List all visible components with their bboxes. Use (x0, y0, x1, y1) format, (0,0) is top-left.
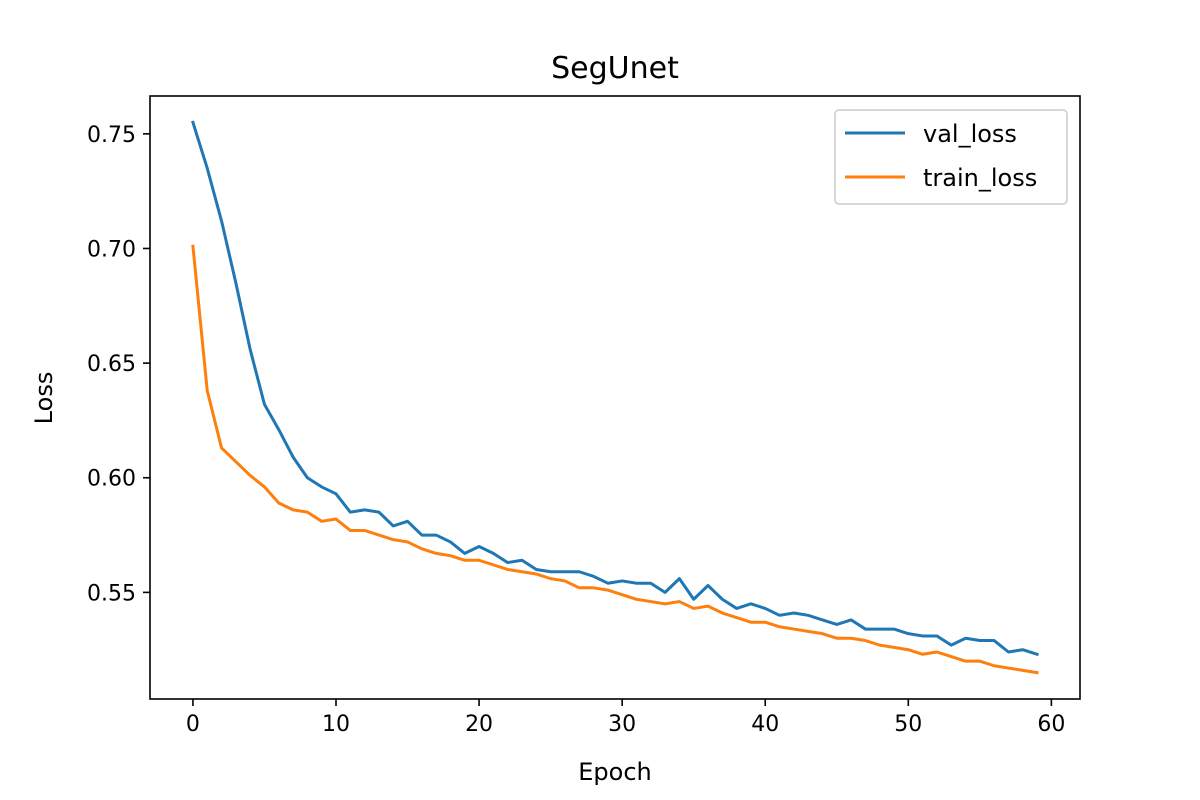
series-line-val_loss (191, 120, 1039, 657)
x-tick-label: 50 (894, 712, 922, 737)
plot-frame (149, 95, 1081, 700)
legend-label-val_loss: val_loss (923, 120, 1017, 148)
y-tick-label: 0.55 (87, 581, 136, 606)
chart-title: SegUnet (551, 51, 679, 86)
series-line-train_loss (191, 244, 1039, 675)
y-axis-label: Loss (30, 372, 58, 425)
x-tick-label: 0 (186, 712, 200, 737)
x-tick-label: 10 (322, 712, 350, 737)
legend: val_loss train_loss (834, 109, 1068, 205)
x-tick-label: 40 (751, 712, 779, 737)
y-axis-ticks: 0.55 0.60 0.65 0.70 0.75 (87, 123, 150, 606)
y-tick-label: 0.65 (87, 352, 136, 377)
y-tick-label: 0.75 (87, 123, 136, 148)
x-tick-label: 60 (1037, 712, 1065, 737)
plot-lines (191, 120, 1039, 675)
x-tick-label: 30 (608, 712, 636, 737)
legend-label-train_loss: train_loss (923, 164, 1037, 192)
y-tick-label: 0.60 (87, 467, 136, 492)
x-axis-ticks: 0 10 20 30 40 50 60 (186, 699, 1065, 737)
x-axis-label: Epoch (578, 758, 652, 786)
x-tick-label: 20 (465, 712, 493, 737)
y-tick-label: 0.70 (87, 237, 136, 262)
